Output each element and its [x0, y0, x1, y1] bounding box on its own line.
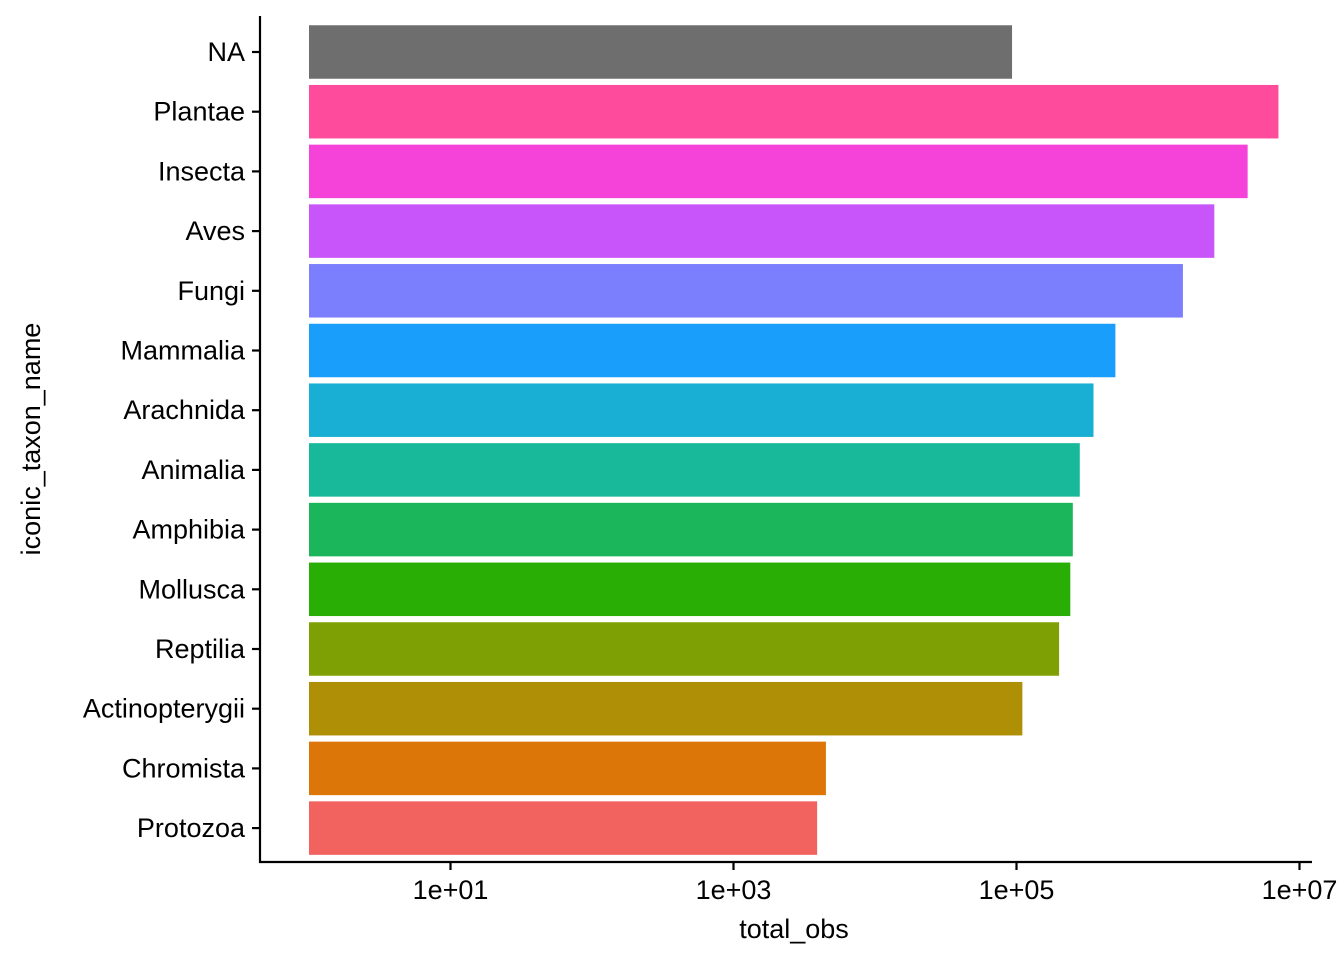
bars-group [309, 25, 1279, 855]
bar-na [309, 25, 1013, 79]
y-axis-ticks: NA Plantae Insecta Aves Fungi Mammalia Arachni… [83, 37, 260, 843]
x-axis-title: total_obs [739, 914, 849, 944]
y-axis-title: iconic_taxon_name [16, 323, 46, 556]
y-tick-label: Reptilia [155, 634, 246, 664]
y-tick-label: Mollusca [138, 574, 246, 604]
x-tick-label: 1e+07 [1262, 875, 1338, 905]
bar-actinopterygii [309, 681, 1023, 736]
bar-fungi [309, 264, 1183, 318]
y-tick-label: Fungi [177, 276, 245, 306]
bar-chromista [309, 741, 826, 796]
x-tick-label: 1e+03 [696, 875, 772, 905]
y-tick-label: Aves [185, 216, 245, 246]
y-tick-label: Chromista [122, 753, 246, 783]
y-tick-label: Insecta [158, 156, 246, 186]
bar-plantae [309, 84, 1279, 139]
y-tick-label: Actinopterygii [83, 694, 245, 724]
y-tick-label: Arachnida [123, 395, 246, 425]
bar-reptilia [309, 622, 1060, 676]
x-tick-label: 1e+01 [413, 875, 489, 905]
bar-protozoa [309, 801, 818, 855]
y-tick-label: Mammalia [120, 336, 246, 366]
bar-insecta [309, 144, 1248, 199]
bar-mammalia [309, 323, 1116, 378]
x-tick-label: 1e+05 [979, 875, 1055, 905]
bar-mollusca [309, 562, 1071, 617]
bar-amphibia [309, 502, 1073, 557]
y-tick-label: NA [207, 37, 245, 67]
y-tick-label: Plantae [153, 97, 245, 127]
y-tick-label: Animalia [141, 455, 246, 485]
bar-aves [309, 204, 1215, 258]
x-axis-ticks: 1e+01 1e+03 1e+05 1e+07 [413, 862, 1338, 905]
bar-animalia [309, 443, 1080, 497]
bar-arachnida [309, 383, 1094, 437]
y-tick-label: Amphibia [132, 515, 246, 545]
y-tick-label: Protozoa [137, 813, 246, 843]
